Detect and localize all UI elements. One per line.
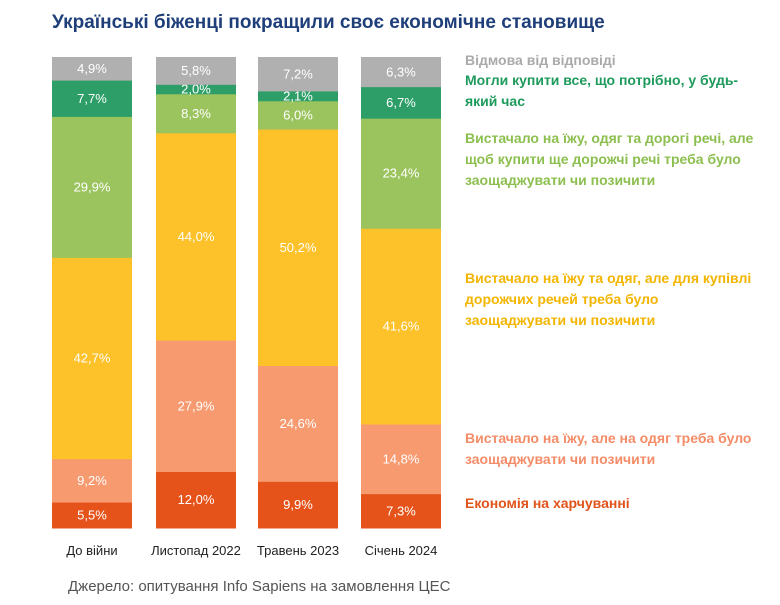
bar-segment-0-3	[361, 493, 441, 529]
bar-segment-3-0	[52, 116, 132, 258]
legend-label: Могли купити все, що потрібно, у будь-як…	[465, 72, 739, 109]
bar-segment-1-0	[52, 458, 132, 503]
data-label-2-0: 42,7%	[74, 351, 111, 366]
legend-item-could-buy-all: Могли купити все, що потрібно, у будь-як…	[465, 70, 755, 112]
legend-label: Вистачало на їжу та одяг, але для купівл…	[465, 270, 752, 328]
category-label-2: Травень 2023	[257, 543, 339, 558]
bar-segment-0-0	[52, 502, 132, 529]
chart-title: Українські біженці покращили своє економ…	[52, 12, 605, 33]
bar-segment-1-2	[258, 365, 338, 482]
data-label-1-2: 24,6%	[280, 416, 317, 431]
bar-segment-5-3	[361, 57, 441, 88]
data-label-3-2: 6,0%	[283, 107, 313, 122]
legend-item-saving-on-food: Економія на харчуванні	[465, 493, 765, 514]
data-label-5-3: 6,3%	[386, 64, 416, 79]
legend-item-food-only: Вистачало на їжу, але на одяг треба було…	[465, 428, 755, 470]
data-label-5-1: 5,8%	[181, 63, 211, 78]
bar-segment-0-1	[156, 471, 236, 529]
bar-segment-3-3	[361, 118, 441, 229]
legend-item-no-answer: Відмова від відповіді	[465, 50, 765, 71]
data-label-1-3: 14,8%	[383, 451, 420, 466]
data-label-4-3: 6,7%	[386, 95, 416, 110]
legend-label: Вистачало на їжу, але на одяг треба було…	[465, 430, 752, 467]
data-label-5-2: 7,2%	[283, 66, 313, 81]
bar-segment-1-3	[361, 424, 441, 495]
bar-segment-4-2	[258, 90, 338, 102]
bar-segment-5-1	[156, 57, 236, 85]
legend-label: Відмова від відповіді	[465, 52, 616, 68]
data-label-4-2: 2,1%	[283, 88, 313, 103]
bar-segment-4-3	[361, 86, 441, 119]
bar-segment-2-1	[156, 132, 236, 341]
data-label-2-2: 50,2%	[280, 240, 317, 255]
legend-label: Економія на харчуванні	[465, 495, 630, 511]
legend-item-food-and-clothes: Вистачало на їжу та одяг, але для купівл…	[465, 268, 755, 331]
data-label-0-2: 9,9%	[283, 497, 313, 512]
bar-segment-3-2	[258, 100, 338, 130]
data-label-3-1: 8,3%	[181, 106, 211, 121]
bar-segment-4-1	[156, 84, 236, 95]
legend-label: Вистачало на їжу, одяг та дорогі речі, а…	[465, 130, 754, 188]
legend-item-expensive-items: Вистачало на їжу, одяг та дорогі речі, а…	[465, 128, 765, 191]
data-label-2-1: 44,0%	[178, 229, 215, 244]
data-label-1-1: 27,9%	[178, 398, 215, 413]
data-label-3-3: 23,4%	[383, 166, 420, 181]
category-label-1: Листопад 2022	[151, 543, 241, 558]
bar-segment-2-2	[258, 129, 338, 366]
bar-segment-1-1	[156, 340, 236, 472]
bar-segment-5-2	[258, 57, 338, 92]
data-label-0-3: 7,3%	[386, 503, 416, 518]
bar-segment-2-3	[361, 228, 441, 425]
data-label-0-1: 12,0%	[178, 492, 215, 507]
data-label-3-0: 29,9%	[74, 179, 111, 194]
category-label-0: До війни	[66, 543, 117, 558]
bar-segment-0-2	[258, 481, 338, 529]
data-label-0-0: 5,5%	[77, 508, 107, 523]
source-note: Джерело: опитування Info Sapiens на замо…	[68, 578, 451, 595]
bar-segment-3-1	[156, 93, 236, 134]
category-label-3: Січень 2024	[365, 543, 438, 558]
data-label-4-1: 2,0%	[181, 82, 211, 97]
bar-segment-5-0	[52, 57, 132, 81]
data-label-1-0: 9,2%	[77, 473, 107, 488]
data-label-5-0: 4,9%	[77, 61, 107, 76]
bar-segment-4-0	[52, 80, 132, 117]
data-label-4-0: 7,7%	[77, 91, 107, 106]
data-label-2-3: 41,6%	[383, 319, 420, 334]
bar-segment-2-0	[52, 257, 132, 460]
